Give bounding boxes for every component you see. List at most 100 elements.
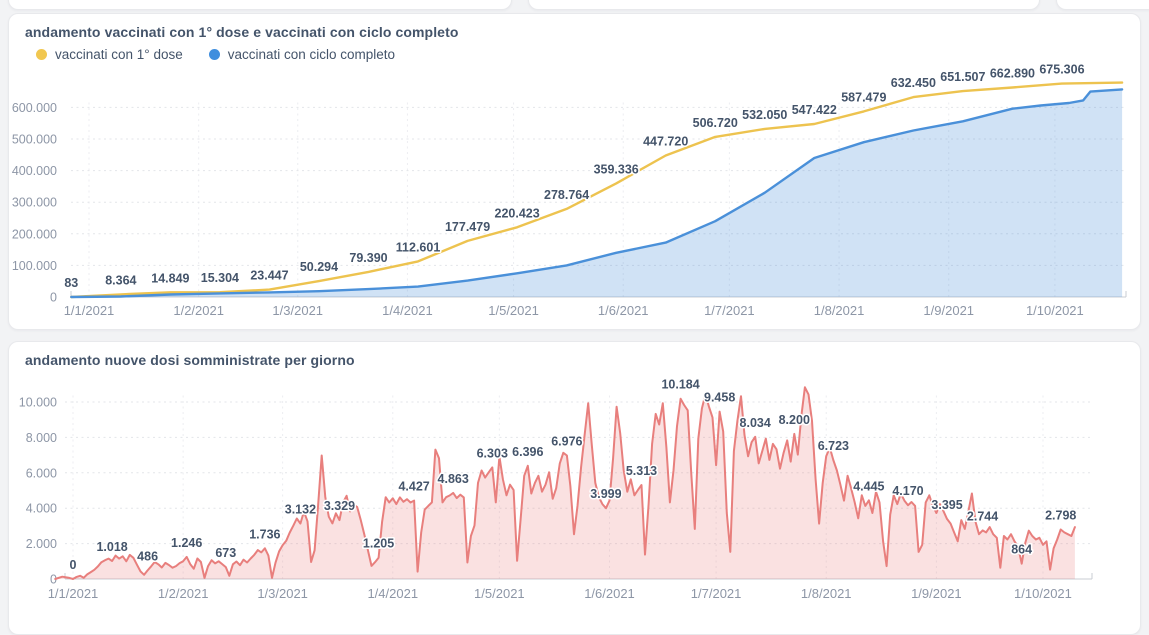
svg-text:6.396: 6.396 [512, 445, 543, 459]
top-card-middle-partial [528, 0, 1040, 10]
svg-text:4.863: 4.863 [438, 472, 469, 486]
svg-text:6.000: 6.000 [26, 466, 57, 480]
cumulative-chart-legend: vaccinati con 1° dose vaccinati con cicl… [36, 47, 395, 62]
svg-text:100.000: 100.000 [12, 259, 57, 273]
svg-text:6.976: 6.976 [551, 435, 582, 449]
svg-text:278.764: 278.764 [544, 188, 589, 202]
svg-text:500.000: 500.000 [12, 133, 57, 147]
svg-text:6.303: 6.303 [477, 446, 508, 460]
svg-text:10.000: 10.000 [19, 396, 57, 410]
svg-text:1/10/2021: 1/10/2021 [1014, 586, 1072, 601]
svg-text:1/7/2021: 1/7/2021 [691, 586, 742, 601]
svg-text:864: 864 [1011, 543, 1032, 557]
svg-text:675.306: 675.306 [1039, 63, 1084, 77]
svg-text:359.336: 359.336 [594, 162, 639, 176]
svg-text:651.507: 651.507 [940, 70, 985, 84]
svg-text:9.458: 9.458 [704, 391, 735, 405]
svg-text:200.000: 200.000 [12, 227, 57, 241]
svg-text:1.018: 1.018 [96, 540, 127, 554]
svg-text:0: 0 [50, 291, 57, 305]
svg-text:4.445: 4.445 [853, 479, 884, 493]
svg-text:1/4/2021: 1/4/2021 [382, 303, 433, 318]
svg-text:1/10/2021: 1/10/2021 [1026, 303, 1084, 318]
legend-item-complete-cycle[interactable]: vaccinati con ciclo completo [208, 47, 396, 62]
cumulative-vaccinations-chart[interactable]: 0 100.000 200.000 300.000 400.000 500.000 600.… [9, 14, 1138, 327]
svg-text:3.999: 3.999 [590, 487, 621, 501]
svg-text:1/7/2021: 1/7/2021 [704, 303, 755, 318]
svg-text:2.000: 2.000 [26, 537, 57, 551]
svg-text:1/5/2021: 1/5/2021 [488, 303, 539, 318]
complete-cycle-legend-label: vaccinati con ciclo completo [227, 47, 396, 62]
svg-text:1/2/2021: 1/2/2021 [173, 303, 224, 318]
svg-text:177.479: 177.479 [445, 220, 490, 234]
svg-text:506.720: 506.720 [693, 116, 738, 130]
svg-text:547.422: 547.422 [792, 103, 837, 117]
svg-text:447.720: 447.720 [643, 135, 688, 149]
data-labels: 0 1.018 486 1.246 673 1.736 3.132 3.329 1.205 4.4… [68, 376, 1078, 573]
svg-text:1/1/2021: 1/1/2021 [48, 586, 99, 601]
svg-text:600.000: 600.000 [12, 101, 57, 115]
top-card-left-partial [8, 0, 512, 10]
svg-text:4.427: 4.427 [398, 480, 429, 494]
x-axis-labels: 1/1/2021 1/2/2021 1/3/2021 1/4/2021 1/5/2021… [64, 303, 1084, 318]
data-labels: 83 8.364 14.849 15.304 23.447 50.294 79.390 112… [63, 61, 1086, 291]
svg-text:587.479: 587.479 [841, 90, 886, 104]
svg-text:1/3/2021: 1/3/2021 [272, 303, 323, 318]
svg-text:3.395: 3.395 [931, 498, 962, 512]
legend-item-first-dose[interactable]: vaccinati con 1° dose [36, 47, 183, 62]
first-dose-legend-dot-icon [36, 49, 47, 60]
svg-text:83: 83 [64, 276, 78, 290]
svg-text:1/5/2021: 1/5/2021 [474, 586, 525, 601]
svg-text:1/1/2021: 1/1/2021 [64, 303, 115, 318]
vertical-gridlines [72, 394, 1044, 579]
svg-text:6.723: 6.723 [818, 439, 849, 453]
svg-text:4.170: 4.170 [892, 484, 923, 498]
svg-text:300.000: 300.000 [12, 196, 57, 210]
svg-text:15.304: 15.304 [201, 271, 239, 285]
cumulative-chart-title: andamento vaccinati con 1° dose e vaccin… [25, 24, 459, 40]
svg-text:632.450: 632.450 [891, 76, 936, 90]
y-axis-labels: 0 100.000 200.000 300.000 400.000 500.000 600.… [12, 101, 57, 305]
svg-text:1/8/2021: 1/8/2021 [801, 586, 852, 601]
svg-text:2.744: 2.744 [967, 509, 998, 523]
svg-text:662.890: 662.890 [990, 67, 1035, 81]
svg-text:1/9/2021: 1/9/2021 [923, 303, 974, 318]
svg-text:1/6/2021: 1/6/2021 [598, 303, 649, 318]
svg-text:23.447: 23.447 [250, 269, 288, 283]
svg-text:400.000: 400.000 [12, 164, 57, 178]
daily-doses-chart-title: andamento nuove dosi somministrate per g… [25, 352, 355, 368]
svg-text:1.736: 1.736 [249, 527, 280, 541]
y-axis-labels: 0 2.000 4.000 6.000 8.000 10.000 [19, 396, 57, 587]
complete-cycle-legend-dot-icon [208, 49, 220, 60]
series-vaccinati-con-1-dose [70, 81, 1124, 299]
svg-text:2.798: 2.798 [1045, 508, 1076, 522]
svg-text:0: 0 [70, 558, 77, 572]
svg-text:486: 486 [137, 549, 158, 563]
svg-text:1/4/2021: 1/4/2021 [367, 586, 418, 601]
svg-text:3.132: 3.132 [285, 503, 316, 517]
svg-text:5.313: 5.313 [626, 464, 657, 478]
svg-text:1/3/2021: 1/3/2021 [257, 586, 308, 601]
svg-text:112.601: 112.601 [396, 240, 441, 254]
svg-text:532.050: 532.050 [742, 108, 787, 122]
svg-text:1/6/2021: 1/6/2021 [584, 586, 635, 601]
daily-doses-chart[interactable]: 0 2.000 4.000 6.000 8.000 10.000 1/1/2021 1/2/2… [9, 342, 1138, 632]
daily-doses-card: andamento nuove dosi somministrate per g… [8, 341, 1141, 635]
series-vaccinati-con-ciclo-completo [70, 88, 1124, 299]
svg-text:10.184: 10.184 [661, 378, 699, 392]
svg-text:8.000: 8.000 [26, 431, 57, 445]
svg-text:50.294: 50.294 [300, 260, 338, 274]
svg-text:220.423: 220.423 [495, 206, 540, 220]
svg-text:1/2/2021: 1/2/2021 [158, 586, 209, 601]
vaccination-dashboard: { "colors": { "first_dose_line": "#edc34… [8, 0, 1149, 635]
svg-text:1.246: 1.246 [171, 536, 202, 550]
svg-text:0: 0 [50, 573, 57, 587]
svg-text:3.329: 3.329 [324, 499, 355, 513]
svg-text:8.364: 8.364 [105, 273, 136, 287]
svg-text:1/8/2021: 1/8/2021 [814, 303, 865, 318]
svg-text:8.200: 8.200 [779, 413, 810, 427]
top-card-right-partial [1056, 0, 1149, 10]
svg-text:673: 673 [215, 546, 236, 560]
horizontal-gridlines [65, 401, 1092, 545]
series-nuove-dosi-somministrate [54, 386, 1076, 580]
